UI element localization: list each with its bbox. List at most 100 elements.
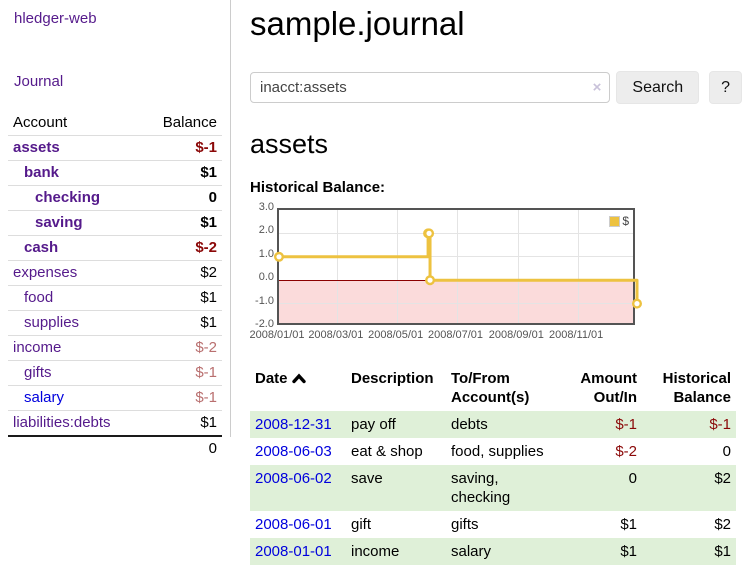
sidebar-account-link-income[interactable]: income [13,339,62,356]
x-axis-tick-label: 2008/07/01 [427,329,484,341]
sidebar-account-link-liabilities-debts[interactable]: liabilities:debts [13,414,111,431]
y-axis-tick-label: -1.0 [255,294,274,307]
sidebar-account-cell: checking [8,185,142,211]
sidebar-account-link-food[interactable]: food [24,289,54,306]
historical-balance-chart: $ 3.0 2.0 1.0 0.0 -1.0 -2.0 2008/01/01 2008/03/… [249,201,740,348]
accounts-table-header: Account Balance [8,111,222,136]
sidebar-account-link-supplies[interactable]: supplies [24,314,80,331]
search-form: × Search ? [250,71,742,104]
sidebar-account-row: assets $-1 [8,135,222,161]
chart-plot-area[interactable]: $ [274,208,643,325]
sidebar-account-link-cash[interactable]: cash [24,239,59,256]
sidebar-divider [230,0,231,437]
sort-ascending-icon[interactable] [291,370,306,389]
sidebar-account-row: salary $-1 [8,385,222,411]
register-accounts-cell: saving, checking [451,470,511,506]
app-brand-link[interactable]: hledger-web [14,10,97,27]
transaction-date-link[interactable]: 2008-06-02 [255,470,332,487]
balance-line-series [274,228,643,309]
sidebar-account-link-salary[interactable]: salary [24,389,65,406]
x-axis-tick-label: 2008/11/01 [549,329,604,341]
sidebar-account-row: income $-2 [8,335,222,361]
x-axis-tick-label: 2008/03/01 [308,329,364,341]
sidebar-account-cell: liabilities:debts [8,410,142,436]
register-balance-cell: $1 [714,543,731,560]
register-accounts-cell: gifts [451,516,479,533]
sidebar-account-link-saving[interactable]: saving [35,214,83,231]
search-input[interactable] [250,72,611,103]
sidebar-account-cell: expenses [8,260,142,286]
gridline [337,210,339,323]
register-accounts-cell: debts [451,416,488,433]
transaction-date-link[interactable]: 2008-06-01 [255,516,332,533]
sidebar-account-balance: $-2 [141,235,222,261]
sidebar-account-cell: salary [8,385,142,411]
gridline [279,303,633,305]
sidebar-account-balance: $1 [141,285,222,311]
y-axis-tick-label: 0.0 [258,271,274,284]
register-row: 2008-06-02 save saving, checking 0 $2 [250,465,736,511]
register-header-row: Date Description To/From Account(s) Amount Ou… [250,366,736,411]
sidebar-account-row: food $1 [8,285,222,311]
sidebar-account-balance: $-1 [141,360,222,386]
sidebar-account-row: saving $1 [8,210,222,236]
accounts-total-balance: 0 [141,435,222,461]
register-balance-cell: $-1 [709,416,731,433]
main-content: sample.journal × Search ? assets Histori… [231,0,742,565]
sidebar-account-balance: $-2 [141,335,222,361]
legend-color-box [609,215,621,227]
y-axis-tick-label: -2.0 [255,318,274,330]
register-column-header: To/From Account(s) [451,370,530,406]
sidebar-account-cell: income [8,335,142,361]
data-point-marker [425,275,436,286]
sidebar-account-link-checking[interactable]: checking [35,189,101,206]
gridline [577,210,579,323]
sidebar-account-row: expenses $2 [8,260,222,286]
sidebar-account-balance: $1 [141,310,222,336]
sidebar-account-balance: 0 [141,185,222,211]
sidebar: hledger-web Journal Account Balance asse… [0,0,230,461]
register-balance-cell: $2 [714,516,731,533]
sidebar-account-link-gifts[interactable]: gifts [24,364,52,381]
register-accounts-cell: salary [451,543,492,560]
register-table: Date Description To/From Account(s) Amount Ou… [250,366,736,565]
search-box: × [250,72,611,103]
transaction-date-link[interactable]: 2008-06-03 [255,443,332,460]
clear-search-icon[interactable]: × [592,79,602,96]
sidebar-account-balance: $-1 [141,135,222,161]
legend-label: $ [622,214,629,228]
sidebar-account-balance: $1 [141,160,222,186]
sidebar-account-row: checking 0 [8,185,222,211]
chart-legend: $ [608,214,630,228]
gridline [397,210,399,323]
sidebar-item-journal[interactable]: Journal [14,73,64,90]
register-balance-cell: $2 [714,470,731,487]
accounts-header-account: Account [13,114,68,131]
data-point-marker [424,228,435,239]
sidebar-account-balance: $1 [141,410,222,436]
register-row: 2008-06-03 eat & shop food, supplies $-2 0 [250,438,736,465]
sidebar-account-balance: $1 [141,210,222,236]
transaction-date-link[interactable]: 2008-12-31 [255,416,332,433]
sidebar-account-link-expenses[interactable]: expenses [13,264,78,281]
sidebar-account-row: bank $1 [8,160,222,186]
register-column-header: Date [250,366,346,411]
register-date-cell: 2008-06-01 [250,511,346,538]
register-description-cell: save [351,470,383,487]
sidebar-account-balance: $-1 [141,385,222,411]
sidebar-account-link-bank[interactable]: bank [24,164,60,181]
register-column-header: Historical Balance [662,370,731,406]
register-column-header: Description [351,370,434,387]
gridline [279,232,633,234]
register-row: 2008-01-01 income salary $1 $1 [250,538,736,565]
register-amount-cell: $-1 [615,416,637,433]
y-axis-tick-label: 3.0 [258,201,274,213]
register-amount-cell: $-2 [615,443,637,460]
y-axis-tick-label: 1.0 [258,247,274,260]
transaction-date-link[interactable]: 2008-01-01 [255,543,332,560]
search-button[interactable]: Search [616,71,700,104]
sidebar-account-cell: gifts [8,360,142,386]
help-button[interactable]: ? [709,71,742,104]
sidebar-account-row: cash $-2 [8,235,222,261]
sidebar-account-link-assets[interactable]: assets [13,139,60,156]
